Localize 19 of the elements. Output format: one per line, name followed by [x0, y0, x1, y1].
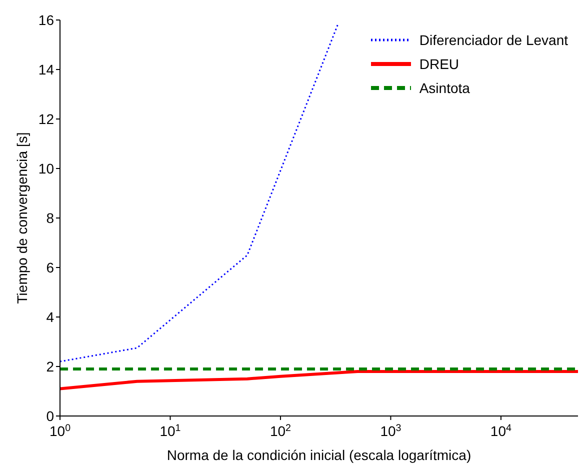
y-tick-label: 12 — [38, 110, 54, 127]
x-tick-label: 10$^{0}$ — [49, 422, 72, 439]
y-tick-label: 6 — [46, 259, 54, 276]
x-tick-label: 10$^{3}$ — [380, 422, 402, 439]
x-axis-title: Norma de la condición inicial (escala logarítmica) — [166, 446, 472, 463]
y-axis-title: Tiempo de convergencia [s] — [14, 132, 30, 304]
x-tick-label: 10$^{1}$ — [160, 422, 181, 439]
legend-label: Diferenciador de Levant — [419, 32, 568, 48]
y-tick-label: 4 — [46, 308, 54, 325]
y-tick-label: 8 — [46, 210, 54, 226]
legend-label: DREU — [419, 56, 460, 72]
x-tick-label: 10$^{4}$ — [490, 422, 512, 439]
x-tick-label: 10$^{2}$ — [270, 422, 291, 439]
y-tick-label: 0 — [46, 408, 54, 424]
y-tick-label: 2 — [46, 358, 54, 374]
y-tick-label: 14 — [38, 61, 54, 78]
y-tick-label: 16 — [38, 12, 54, 28]
y-tick-label: 10 — [38, 160, 54, 176]
legend-label: Asintota — [419, 80, 470, 96]
